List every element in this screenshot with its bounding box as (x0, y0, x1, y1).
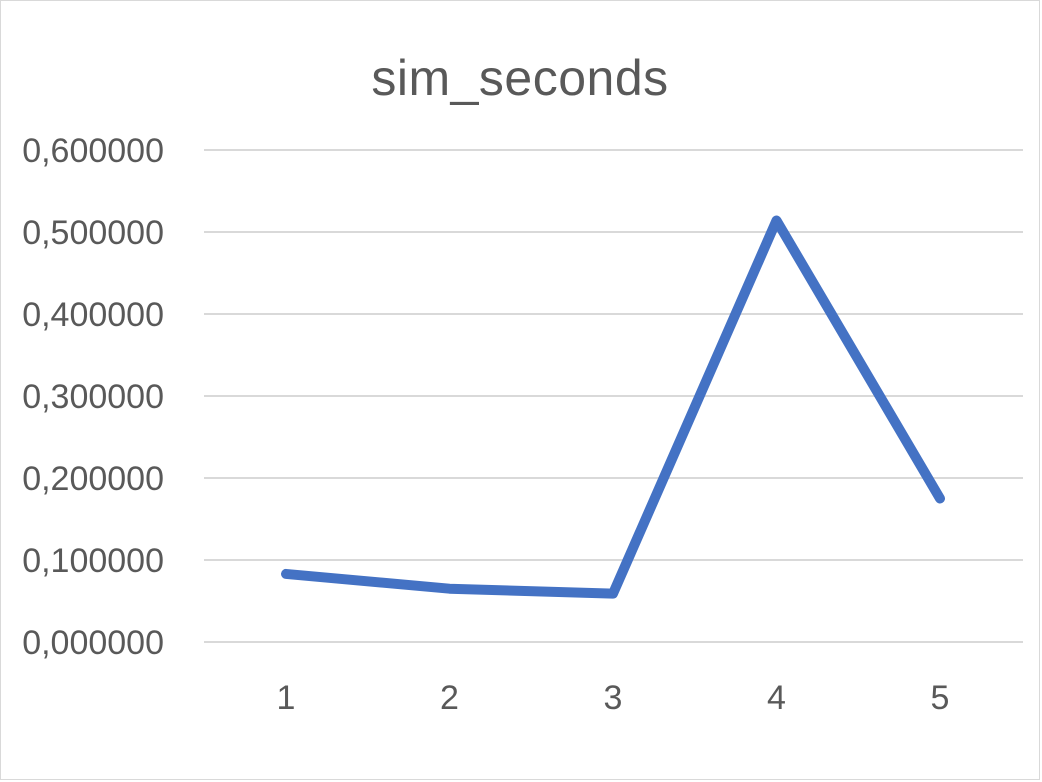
y-tick-label: 0,000000 (22, 624, 164, 662)
y-tick-label: 0,600000 (22, 132, 164, 170)
y-tick-label: 0,300000 (22, 378, 164, 416)
y-tick-label: 0,200000 (22, 460, 164, 498)
y-tick-label: 0,100000 (22, 542, 164, 580)
y-tick-label: 0,500000 (22, 214, 164, 252)
x-tick-label: 4 (767, 679, 786, 717)
x-tick-label: 3 (604, 679, 623, 717)
series-layer (281, 215, 945, 599)
y-tick-label: 0,400000 (22, 296, 164, 334)
series-line (281, 215, 945, 599)
gridlines (204, 149, 1023, 643)
y-axis-tick-labels: 0,000000 0,100000 0,200000 0,300000 0,400000… (22, 132, 164, 662)
x-tick-label: 2 (440, 679, 459, 717)
x-tick-label: 5 (931, 679, 950, 717)
x-tick-label: 1 (277, 679, 296, 717)
chart-title: sim_seconds (371, 50, 669, 106)
x-axis-tick-labels: 1 2 3 4 5 (277, 679, 950, 717)
